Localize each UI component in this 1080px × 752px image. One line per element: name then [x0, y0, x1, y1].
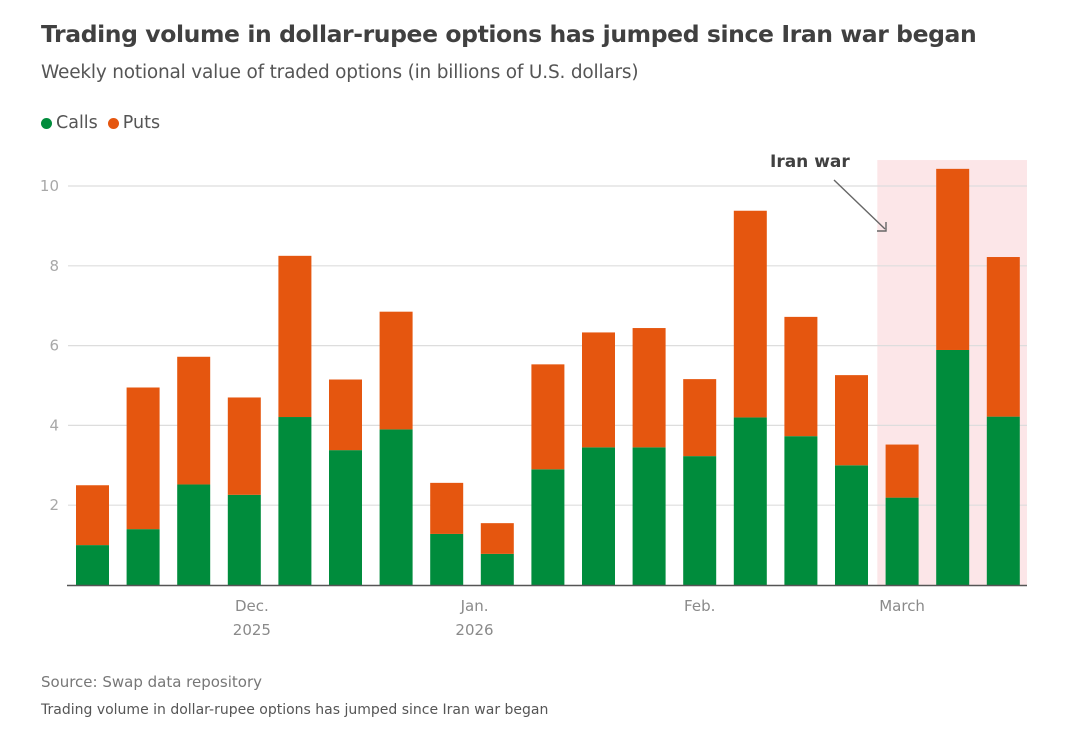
x-tick-label-year: 2025: [233, 621, 271, 639]
bar-puts: [683, 379, 717, 457]
y-tick-label: 8: [49, 257, 59, 275]
legend-item-puts: Puts: [107, 113, 161, 133]
x-tick-label: March: [879, 597, 925, 615]
bar-puts: [430, 482, 464, 534]
bar-calls: [632, 447, 666, 585]
bar-puts: [480, 523, 514, 554]
y-tick-label: 2: [49, 496, 59, 514]
y-tick-label: 10: [40, 177, 59, 195]
bar-calls: [126, 529, 160, 585]
bar-puts: [379, 311, 413, 430]
legend-item-calls: Calls: [41, 113, 98, 133]
bar-puts: [582, 332, 615, 448]
puts-dot-icon: [107, 117, 119, 129]
bar-calls: [278, 417, 312, 585]
bar-puts: [784, 316, 818, 437]
bar-calls: [227, 494, 261, 585]
annotation-arrow: [833, 179, 886, 230]
bar-calls: [329, 450, 362, 585]
bar-calls: [430, 533, 464, 585]
bar-calls: [986, 416, 1020, 585]
bar-puts: [76, 485, 109, 546]
chart-subtitle: Weekly notional value of traded options …: [41, 62, 639, 83]
bar-calls: [936, 349, 970, 585]
y-tick-label: 6: [49, 337, 59, 355]
bar-puts: [936, 168, 970, 350]
calls-dot-icon: [41, 117, 52, 129]
bar-calls: [379, 429, 413, 585]
chart-title: Trading volume in dollar-rupee options h…: [41, 20, 977, 48]
bar-puts: [733, 210, 767, 418]
bar-calls: [531, 469, 565, 585]
bar-puts: [329, 379, 362, 451]
bar-calls: [177, 484, 211, 585]
legend: Calls Puts: [41, 113, 170, 133]
bar-calls: [784, 436, 818, 585]
bar-calls: [582, 447, 615, 585]
arrow-head-icon: [877, 222, 887, 232]
bar-puts: [885, 444, 919, 498]
caption: Trading volume in dollar-rupee options h…: [41, 702, 549, 718]
bar-puts: [126, 387, 160, 530]
bar-calls: [480, 553, 514, 585]
annotation-label-iran-war: Iran war: [770, 152, 850, 172]
bar-puts: [177, 356, 211, 485]
legend-label-calls: Calls: [56, 113, 98, 133]
bar-calls: [885, 497, 919, 585]
legend-label-puts: Puts: [122, 113, 161, 133]
bar-calls: [76, 545, 109, 585]
bar-calls: [835, 465, 868, 585]
bar-puts: [278, 255, 312, 418]
x-tick-label: Dec.: [235, 597, 269, 615]
bar-calls: [733, 417, 767, 585]
bar-puts: [986, 257, 1020, 417]
bar-calls: [683, 456, 717, 585]
bar-puts: [835, 375, 868, 466]
bar-puts: [632, 328, 666, 448]
bar-puts: [227, 397, 261, 495]
x-tick-label: Jan.: [460, 597, 489, 615]
bar-puts: [531, 364, 565, 470]
x-tick-label-year: 2026: [455, 621, 493, 639]
source-note: Source: Swap data repository: [41, 673, 263, 691]
y-tick-label: 4: [49, 416, 59, 434]
x-tick-label: Feb.: [684, 597, 715, 615]
